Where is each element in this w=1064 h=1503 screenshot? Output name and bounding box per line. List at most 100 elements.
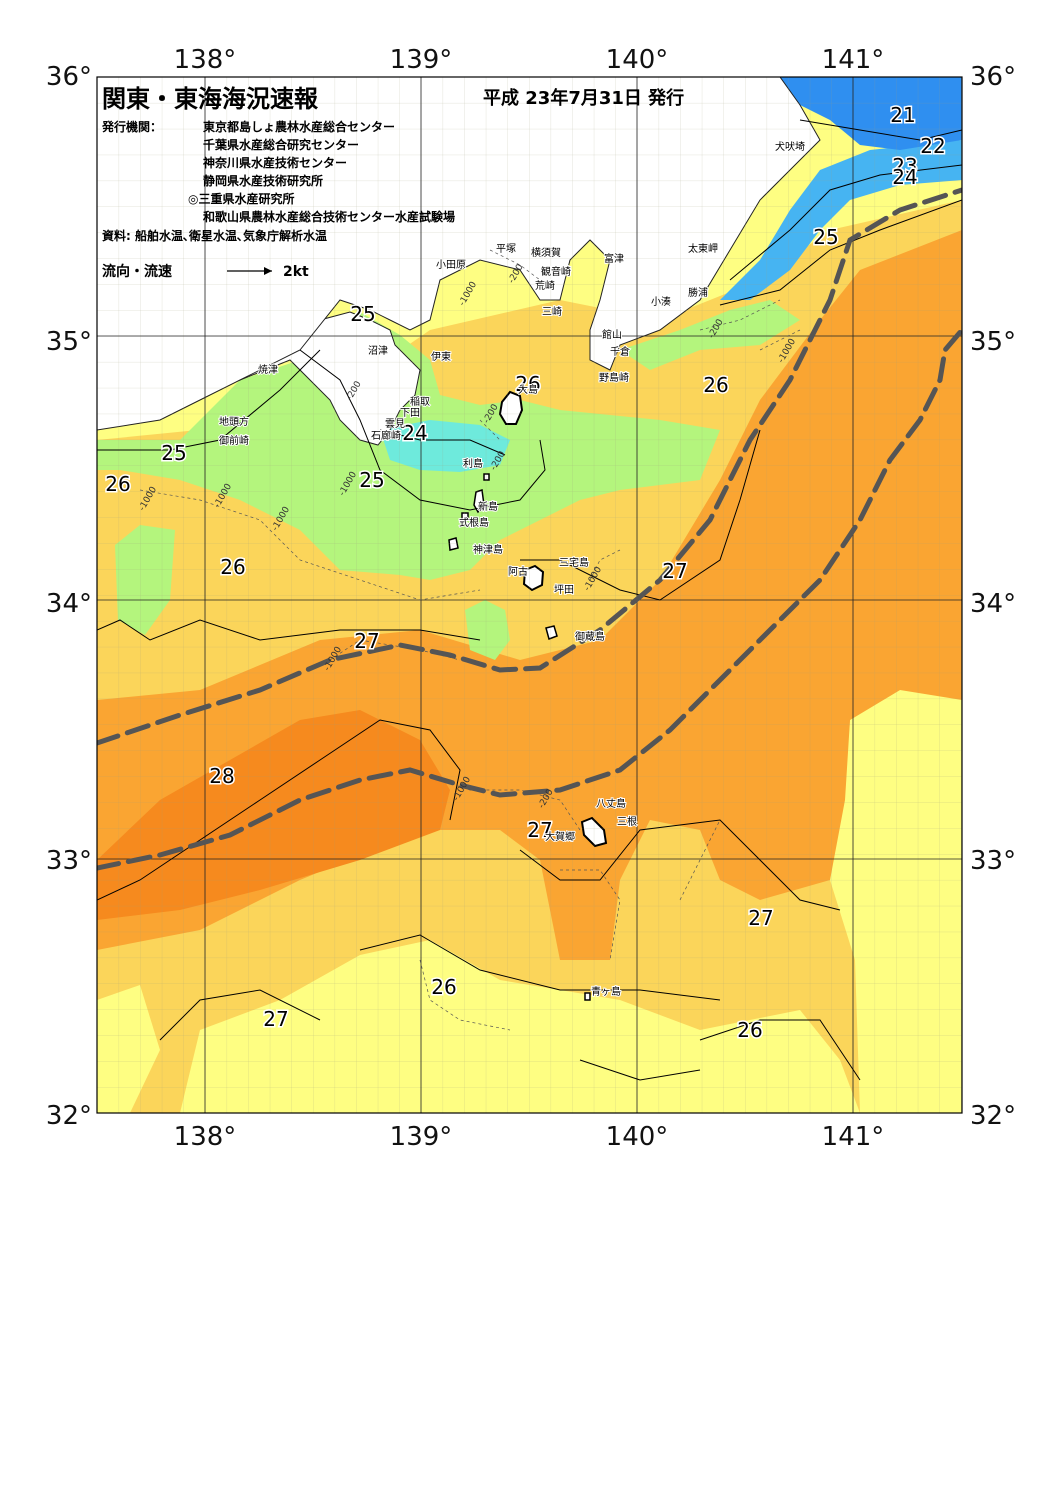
isotherm-label: 26 [515,372,540,396]
place-name: 千倉 [610,345,630,358]
place-name: 三崎 [542,305,562,318]
isotherm-label: 24 [402,421,427,445]
latitude-labels-right: 36° 35° 34° 33° 32° [970,62,1016,1131]
place-name: 新島 [478,500,498,513]
longitude-label-bottom: 140° [606,1122,669,1152]
longitude-label-bottom: 139° [390,1122,453,1152]
isotherm-label: 23 [892,154,917,178]
isotherm-label: 26 [737,1018,762,1042]
latitude-label-right: 33° [970,846,1016,876]
publisher-name: 神奈川県水産技術センター [203,155,347,170]
place-name: 犬吠埼 [775,140,805,153]
place-name: 雲見 [385,418,405,430]
map-canvas: 138° 139° 140° 141° 138° 139° 140° 141° 36° 35°… [46,45,1016,1152]
place-name: 下田 [400,408,420,419]
place-name: 大島 [518,383,538,396]
issue-date: 平成 23年7月31日 発行 [483,87,684,109]
latitude-label-right: 32° [970,1101,1016,1131]
place-name: 野島崎 [599,371,629,384]
longitude-label-top: 141° [822,45,885,75]
place-name: 神津島 [473,543,503,556]
place-name: 石廊崎 [371,429,401,442]
place-name: 富津 [604,252,624,265]
isotherm-label: 27 [748,906,773,930]
isotherm-label: 27 [263,1007,288,1031]
major-grid [97,77,962,1113]
isotherms [97,119,962,1081]
latitude-label-left: 34° [46,589,92,619]
isotherm-label: 22 [920,134,945,158]
place-name: 焼津 [258,364,278,376]
longitude-label-top: 138° [174,45,237,75]
place-name: 伊東 [431,350,451,363]
isotherm-label: 27 [354,629,379,653]
latitude-label-left: 33° [46,846,92,876]
place-name: 沼津 [368,344,388,357]
current-legend-speed: 2kt [283,264,309,280]
isotherm-label: 27 [527,818,552,842]
place-name: 小湊 [651,295,671,308]
current-legend-label: 流向・流速 [102,263,172,280]
isotherm-label: 25 [813,225,838,249]
depth-contours [139,249,801,1031]
place-name: 小田原 [436,259,466,271]
map-area [97,77,962,1113]
place-name: 館山 [602,328,622,341]
place-name: 観音崎 [541,265,571,278]
longitude-label-top: 139° [390,45,453,75]
place-name: 式根島 [459,516,489,529]
isotherm-label: 26 [703,373,728,397]
isotherm-labels: 2122232425252524252626262627272827272627… [104,102,947,1044]
place-name: 青ヶ島 [591,985,621,998]
current-legend-arrow [227,267,272,275]
place-name: 利島 [463,457,483,470]
place-name: 御蔵島 [575,630,605,643]
place-name: 八丈島 [596,797,626,810]
place-name: 大賀郷 [545,830,575,843]
isotherm-label: 21 [890,103,915,127]
place-name: 三宅島 [559,556,589,569]
isotherm-label: 28 [209,764,234,788]
map-frame [96,76,963,1114]
isotherm-label: 24 [892,165,917,189]
isotherm-label: 26 [105,472,130,496]
data-source: 資料: 船舶水温､衛星水温､気象庁解析水温 [102,228,327,243]
kuroshio-axis [97,187,962,871]
latitude-label-left: 32° [46,1101,92,1131]
place-name: 御前崎 [219,434,249,447]
publishers-list: 東京都島しょ農林水産総合センター千葉県水産総合研究センター神奈川県水産技術センタ… [188,119,455,224]
place-name: 平塚 [496,243,516,255]
latitude-label-right: 34° [970,589,1016,619]
isotherm-label: 27 [662,559,687,583]
place-name: 三根 [617,815,637,828]
isotherm-label: 26 [220,555,245,579]
place-name: 坪田 [554,583,574,596]
place-name: 勝浦 [688,286,708,299]
isotherm-label: 26 [431,975,456,999]
longitude-labels-bottom: 138° 139° 140° 141° [174,1122,885,1152]
place-name: 阿古 [508,565,528,578]
publisher-name: 和歌山県農林水産総合技術センター水産試験場 [202,209,455,224]
place-name: 稲取 [410,396,430,408]
longitude-label-top: 140° [606,45,669,75]
publisher-name: 千葉県水産総合研究センター [203,137,359,152]
longitude-label-bottom: 141° [822,1122,885,1152]
latitude-labels-left: 36° 35° 34° 33° 32° [46,62,92,1131]
longitude-labels-top: 138° 139° 140° 141° [174,45,885,75]
latitude-label-left: 36° [46,62,92,92]
latitude-label-right: 35° [970,327,1016,357]
publishers-label: 発行機関： [101,119,162,134]
sea-temperature-map: 138° 139° 140° 141° 138° 139° 140° 141° 36° 35°… [46,45,1016,1152]
place-name: 地頭方 [219,415,249,428]
lat-lon-grid [97,77,962,1113]
place-name: 荒崎 [535,279,555,292]
publisher-name: 東京都島しょ農林水産総合センター [203,119,395,134]
map-title: 関東・東海海況速報 [102,85,319,113]
isotherm-label: 25 [350,302,375,326]
latitude-label-right: 36° [970,62,1016,92]
latitude-label-left: 35° [46,327,92,357]
publisher-name: 静岡県水産技術研究所 [203,173,323,188]
place-name: 太東岬 [688,242,718,255]
publisher-name: ◎三重県水産研究所 [188,191,294,206]
